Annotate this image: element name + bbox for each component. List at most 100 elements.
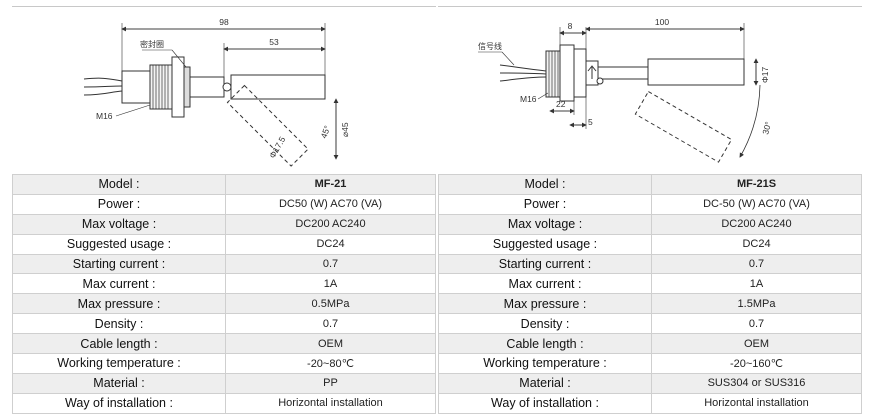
spec-label: Working temperature : [438,353,652,374]
spec-label: Way of installation : [12,392,226,414]
technical-drawing-mf-21: 98 53 密封圈 M16 Φ17.5 45° ⌀4 [12,6,436,174]
spec-row: Material : SUS304 or SUS316 [438,372,862,394]
spec-row: Density :0.7 [12,313,436,335]
float-rotated-dashed [634,90,733,163]
spec-label: Working temperature : [12,353,226,374]
spec-value: DC-50 (W) AC70 (VA) [651,193,862,215]
label-thread-size: M16 [520,94,537,104]
spec-row: Model : MF-21S [438,174,862,195]
spec-label: Suggested usage : [438,233,652,255]
spec-row: Max current :1A [438,273,862,295]
spec-label: Power : [438,193,652,215]
hex-nut [559,44,575,102]
label-signal-wire: 信号线 [478,41,502,51]
spec-row: Suggested usage : DC24 [438,233,862,255]
signal-wire [499,72,547,75]
cable-wire [83,77,123,82]
spec-row: Suggested usage : DC24 [12,233,436,255]
dim-drop-height: ⌀45 [340,122,350,137]
spec-row: Model : MF-21 [12,174,436,195]
dim-angle: 30° [760,121,773,136]
spec-row: Max current :1A [12,273,436,295]
spec-value: OEM [225,333,436,355]
spec-row: Starting current :0.7 [12,253,436,275]
dim-float-length: 53 [269,37,279,47]
spec-row: Working temperature : -20~80℃ [12,353,436,374]
dim-overall-length: 100 [655,17,669,27]
angle-arc [739,84,761,158]
drawing-svg-mf-21s: 信号线 8 100 M16 2 [478,17,773,163]
spec-label: Power : [12,193,226,215]
flange [171,56,185,118]
spec-label: Max current : [438,273,652,295]
spec-value: MF-21 [225,174,436,195]
spec-row: Way of installation : Horizontal installa… [12,392,436,414]
spec-value: 1A [651,273,862,295]
spec-value: Horizontal installation [225,392,436,414]
spec-sheet: 98 53 密封圈 M16 Φ17.5 45° ⌀4 [12,6,862,414]
technical-drawing-mf-21s: 信号线 8 100 M16 2 [438,6,862,174]
signal-wire [499,76,547,82]
product-panel-mf-21s: 信号线 8 100 M16 2 [438,6,862,414]
spec-row: Max voltage : DC200 AC240 [12,213,436,235]
spec-value: -20~80℃ [225,353,436,374]
dim-gap: 5 [588,117,593,127]
spec-label: Cable length : [438,333,652,355]
spec-label: Density : [12,313,226,335]
spec-value: 0.7 [225,313,436,335]
cable-gland [121,70,151,104]
spec-row: Power : DC-50 (W) AC70 (VA) [438,193,862,215]
spec-value: SUS304 or SUS316 [651,372,862,394]
spec-label: Cable length : [12,333,226,355]
seal-ring [183,66,191,108]
spec-value: 0.7 [651,313,862,335]
spec-label: Starting current : [438,253,652,275]
spec-row: Cable length : OEM [438,333,862,355]
spec-value: 1A [225,273,436,295]
spec-table-mf-21s: Model : MF-21S Power : DC-50 (W) AC70 (VA)… [438,174,862,414]
dim-float-diameter: Φ17 [760,66,770,83]
spec-row: Working temperature : -20~160℃ [438,353,862,374]
spec-row: Power : DC50 (W) AC70 (VA) [12,193,436,215]
spec-label: Material : [12,372,226,394]
spec-value: DC24 [225,233,436,255]
spec-label: Max current : [12,273,226,295]
spec-row: Density :0.7 [438,313,862,335]
spec-row: Starting current :0.7 [438,253,862,275]
spec-value: -20~160℃ [651,353,862,374]
spec-table-mf-21: Model : MF-21 Power : DC50 (W) AC70 (VA) M… [12,174,436,414]
spec-value: 0.7 [225,253,436,275]
spec-label: Starting current : [12,253,226,275]
dim-nut-width: 8 [568,21,573,31]
spec-value: 0.7 [651,253,862,275]
stem [189,76,225,98]
drawing-svg-mf-21: 98 53 密封圈 M16 Φ17.5 45° ⌀4 [83,17,350,167]
dim-thread-depth: 22 [556,99,566,109]
spec-label: Max pressure : [12,293,226,315]
float-horizontal [647,58,745,86]
signal-wire [499,64,547,72]
panel-divider [436,6,438,174]
dim-float-diameter: Φ17.5 [267,135,287,160]
spec-value: DC50 (W) AC70 (VA) [225,193,436,215]
spec-row: Material : PP [12,372,436,394]
spec-label: Way of installation : [438,392,652,414]
product-panel-mf-21: 98 53 密封圈 M16 Φ17.5 45° ⌀4 [12,6,436,414]
dim-angle: 45° [318,124,332,140]
spec-row: Max pressure :1.5MPa [438,293,862,315]
spec-row: Max pressure :0.5MPa [12,293,436,315]
label-thread-size: M16 [96,111,113,121]
spec-label: Density : [438,313,652,335]
cable-wire [83,90,123,96]
float-horizontal [230,74,326,100]
stem [597,66,649,80]
spec-value: DC200 AC240 [225,213,436,235]
spec-value: DC200 AC240 [651,213,862,235]
hex-nut [573,48,587,98]
spec-value: Horizontal installation [651,392,862,414]
spec-row: Max voltage : DC200 AC240 [438,213,862,235]
spec-label: Suggested usage : [12,233,226,255]
spec-label: Max voltage : [12,213,226,235]
spec-value: 0.5MPa [225,293,436,315]
spec-row: Cable length : OEM [12,333,436,355]
